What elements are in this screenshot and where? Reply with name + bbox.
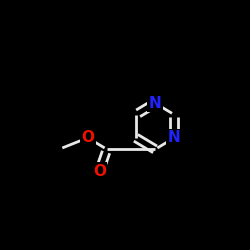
Text: N: N bbox=[168, 130, 181, 145]
Text: O: O bbox=[81, 130, 94, 145]
Text: N: N bbox=[149, 96, 162, 111]
Text: O: O bbox=[93, 164, 106, 179]
